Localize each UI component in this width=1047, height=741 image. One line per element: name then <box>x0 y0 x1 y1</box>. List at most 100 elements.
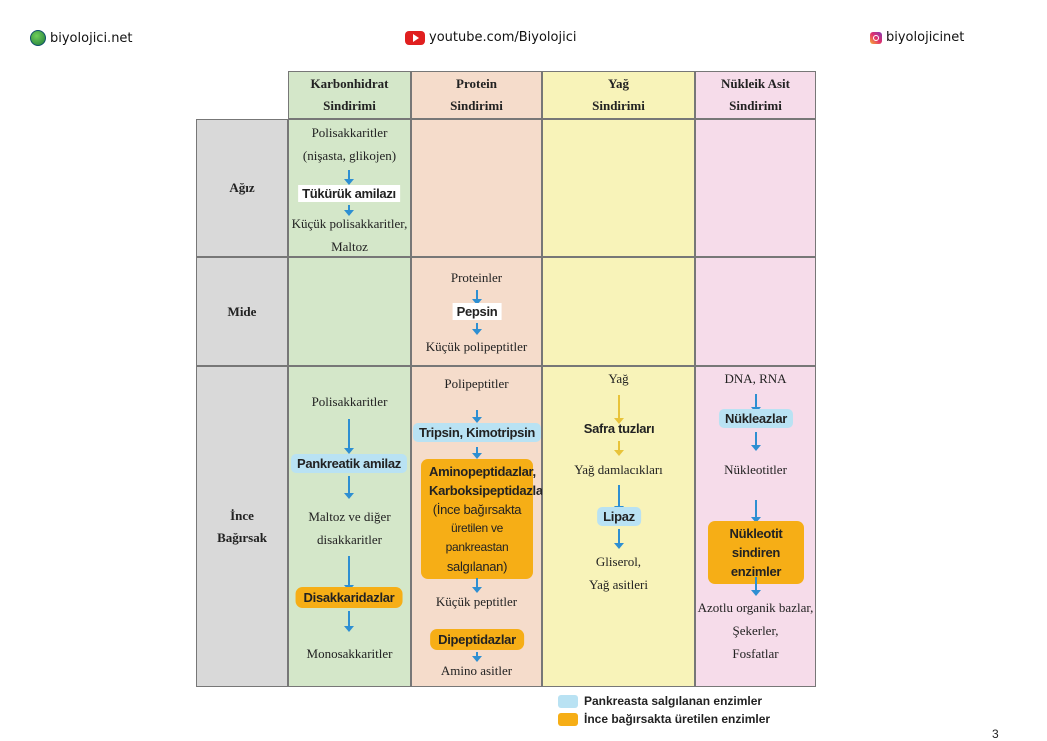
legend-blue-swatch <box>558 694 578 708</box>
int-nucleic-text4: Şekerler, <box>732 623 779 638</box>
arrow <box>751 500 761 523</box>
row-label-stomach-text: Mide <box>227 303 257 319</box>
arrow <box>344 476 354 499</box>
youtube-link[interactable]: youtube.com/Biyolojici <box>405 30 576 45</box>
enzyme-nukleotit-line1: Nükleotit sindiren <box>729 526 783 560</box>
cell-stomach-carb <box>288 257 411 366</box>
site-link[interactable]: biyolojici.net <box>30 30 133 46</box>
arrow <box>344 611 354 632</box>
instagram-link[interactable]: biyolojicinet <box>870 30 964 45</box>
arrow <box>472 652 482 662</box>
int-carb-text1: Polisakkaritler <box>311 394 388 409</box>
col-header-carb-line1: Karbonhidrat <box>310 76 389 91</box>
arrow <box>751 577 761 596</box>
arrow <box>344 205 354 216</box>
cell-mouth-protein <box>411 119 542 257</box>
cell-mouth-carb: Polisakkaritler (nişasta, glikojen) Tükü… <box>288 119 411 257</box>
int-carb-text2: Maltoz ve diğer <box>308 509 391 524</box>
row-label-stomach: Mide <box>196 257 288 366</box>
col-header-protein-line1: Protein <box>456 76 497 91</box>
mouth-carb-text2: (nişasta, glikojen) <box>302 148 397 163</box>
enzyme-note-line2: üretilen ve pankreastan <box>445 521 509 554</box>
col-header-nucleic-line2: Sindirimi <box>729 98 782 113</box>
col-header-nucleic: Nükleik Asit Sindirimi <box>695 71 816 119</box>
row-label-mouth-text: Ağız <box>229 180 255 195</box>
enzyme-note-line3: salgılanan) <box>446 559 508 574</box>
globe-logo-icon <box>30 30 46 46</box>
int-fat-text1: Yağ <box>608 371 629 386</box>
enzyme-aminopeptidazlar-box: Aminopeptidazlar, Karboksipeptidazlar (İ… <box>421 459 548 579</box>
cell-intestine-nucleic: DNA, RNA Nükleazlar Nükleotitler Nükleot… <box>695 366 816 687</box>
legend-blue-label: Pankreasta salgılanan enzimler <box>584 694 763 708</box>
youtube-text: youtube.com/Biyolojici <box>429 30 577 45</box>
arrow <box>472 290 482 305</box>
enzyme-aminopeptidazlar: Aminopeptidazlar, <box>429 464 536 479</box>
cell-intestine-carb: Polisakkaritler Pankreatik amilaz Maltoz… <box>288 366 411 687</box>
site-text: biyolojici.net <box>50 30 133 46</box>
col-header-fat: Yağ Sindirimi <box>542 71 695 119</box>
col-header-carb-line2: Sindirimi <box>323 98 376 113</box>
legend-orange-swatch <box>558 712 578 726</box>
mouth-carb-text1: Polisakkaritler <box>311 125 388 140</box>
arrow <box>614 441 624 456</box>
col-header-nucleic-line1: Nükleik Asit <box>721 76 790 91</box>
arrow <box>344 170 354 185</box>
int-carb-text4: Monosakkaritler <box>306 646 393 661</box>
cell-mouth-fat <box>542 119 695 257</box>
arrow <box>344 556 354 591</box>
int-fat-text2: Yağ damlacıkları <box>574 462 663 477</box>
col-header-protein: Protein Sindirimi <box>411 71 542 119</box>
arrow <box>472 447 482 459</box>
mouth-carb-text3: Küçük polisakkaritler, <box>291 216 408 231</box>
enzyme-nukleazlar: Nükleazlar <box>718 409 794 428</box>
enzyme-disakkaridazlar: Disakkaridazlar <box>295 587 403 608</box>
int-nucleic-text5: Fosfatlar <box>732 646 779 661</box>
cell-stomach-nucleic <box>695 257 816 366</box>
int-nucleic-text1: DNA, RNA <box>724 371 787 386</box>
enzyme-dipeptidazlar: Dipeptidazlar <box>430 629 524 650</box>
col-header-fat-line1: Yağ <box>608 76 629 91</box>
enzyme-pankreatik-amilaz: Pankreatik amilaz <box>290 454 408 473</box>
enzyme-pepsin: Pepsin <box>452 303 502 320</box>
int-nucleic-text2: Nükleotitler <box>724 462 787 477</box>
arrow <box>614 485 624 512</box>
enzyme-nukleotit-sindiren-box: Nükleotit sindiren enzimler <box>708 521 804 584</box>
cell-intestine-fat: Yağ Safra tuzları Yağ damlacıkları Lipaz… <box>542 366 695 687</box>
col-header-fat-line2: Sindirimi <box>592 98 645 113</box>
col-header-protein-line2: Sindirimi <box>450 98 503 113</box>
legend-orange-label: İnce bağırsakta üretilen enzimler <box>584 712 771 726</box>
int-protein-text3: Amino asitler <box>440 663 513 678</box>
page-number: 3 <box>992 727 999 741</box>
agent-safra-tuzlari: Safra tuzları <box>583 421 655 436</box>
enzyme-karboksipeptidazlar: Karboksipeptidazlar <box>429 483 548 498</box>
int-protein-text2: Küçük peptitler <box>435 594 518 609</box>
enzyme-note-line1: (İnce bağırsakta <box>432 502 522 517</box>
instagram-icon <box>870 31 882 44</box>
int-protein-text1: Polipeptitler <box>444 376 509 391</box>
row-label-mouth: Ağız <box>196 119 288 257</box>
col-header-carb: Karbonhidrat Sindirimi <box>288 71 411 119</box>
instagram-text: biyolojicinet <box>886 30 965 45</box>
enzyme-tukuruk-amilazi: Tükürük amilazı <box>298 185 400 202</box>
row-label-intestine-line2: Bağırsak <box>217 529 267 545</box>
stomach-protein-text2: Küçük polipeptitler <box>425 339 528 354</box>
cell-mouth-nucleic <box>695 119 816 257</box>
cell-stomach-protein: Proteinler Pepsin Küçük polipeptitler <box>411 257 542 366</box>
int-fat-text4: Yağ asitleri <box>589 577 648 592</box>
arrow <box>472 410 482 423</box>
arrow <box>614 529 624 549</box>
mouth-carb-text4: Maltoz <box>331 239 368 254</box>
arrow <box>472 323 482 335</box>
row-label-intestine: İnce Bağırsak <box>196 366 288 687</box>
enzyme-tripsin-kimotripsin: Tripsin, Kimotripsin <box>412 423 542 442</box>
arrow <box>344 419 354 454</box>
arrow <box>614 395 624 424</box>
arrow <box>751 394 761 413</box>
arrow <box>472 578 482 593</box>
int-fat-text3: Gliserol, <box>595 554 642 569</box>
legend-orange: İnce bağırsakta üretilen enzimler <box>558 712 770 726</box>
enzyme-nukleotit-line2: enzimler <box>730 564 782 579</box>
legend-blue: Pankreasta salgılanan enzimler <box>558 694 762 708</box>
int-nucleic-text3: Azotlu organik bazlar, <box>697 600 814 615</box>
enzyme-lipaz: Lipaz <box>597 507 641 526</box>
